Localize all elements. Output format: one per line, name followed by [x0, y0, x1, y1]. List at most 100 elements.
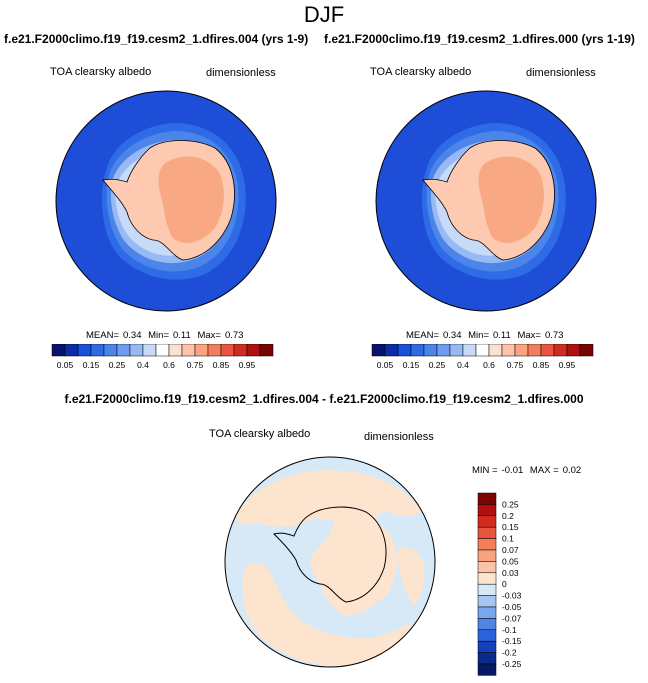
- panel-1-max-label: Max=: [197, 330, 221, 341]
- panel-1-variable-label: TOA clearsky albedo: [50, 66, 152, 78]
- difference-colorbar-swatch: [477, 606, 497, 619]
- panel-2-colorbar-swatch: [436, 344, 451, 357]
- difference-min-label: MIN =: [472, 465, 498, 476]
- panel-2-colorbar-tick-label: 0.05: [377, 360, 394, 370]
- panel-2-colorbar-tick-label: 0.4: [457, 360, 469, 370]
- panel-1-colorbar: 0.05 0.15 0.25 0.4 0.6 0.75 0.85 0.95: [51, 344, 274, 370]
- difference-colorbar-tick-label: -0.07: [502, 613, 522, 623]
- panel-1-ice-plateau: [158, 156, 224, 243]
- difference-range: MIN = -0.01 MAX = 0.02: [472, 465, 585, 476]
- panel-2-map-border: [375, 90, 597, 312]
- difference-colorbar: 0.250.20.150.10.070.050.030-0.03-0.05-0.…: [477, 492, 522, 676]
- difference-polar-map: [224, 456, 436, 668]
- panel-1-map-border: [55, 90, 277, 312]
- difference-colorbar-tick-label: 0: [502, 579, 507, 589]
- panel-1-colorbar-swatch: [246, 344, 261, 357]
- difference-colorbar-swatch: [477, 526, 497, 539]
- panel-2-mean-label: MEAN=: [406, 330, 439, 341]
- panel-1-max-value: 0.73: [224, 330, 244, 341]
- difference-colorbar-swatch: [477, 492, 497, 505]
- panel-2-stats: MEAN= 0.34 Min= 0.11 Max= 0.73: [406, 330, 567, 341]
- panel-2-colorbar-swatch: [540, 344, 555, 357]
- difference-colorbar-swatch: [477, 583, 497, 596]
- difference-max-label: MAX =: [529, 465, 559, 476]
- panel-2-colorbar-tick-label: 0.85: [533, 360, 550, 370]
- difference-colorbar-swatch: [477, 549, 497, 562]
- panel-1-units-label: dimensionless: [206, 67, 276, 79]
- difference-min-value: -0.01: [501, 465, 524, 476]
- panel-2-colorbar-swatch: [566, 344, 581, 357]
- difference-colorbar-tick-label: 0.1: [502, 534, 514, 544]
- panel-1-colorbar-tick-label: 0.75: [187, 360, 204, 370]
- panel-2-colorbar-swatch: [488, 344, 503, 357]
- difference-title: f.e21.F2000climo.f19_f19.cesm2_1.dfires.…: [64, 392, 584, 406]
- difference-coastline: [273, 506, 387, 603]
- panel-1-colorbar-swatch: [207, 344, 222, 357]
- panel-1-mean-label: MEAN=: [86, 330, 119, 341]
- difference-colorbar-swatch: [477, 515, 497, 528]
- panel-1-case-title: f.e21.F2000climo.f19_f19.cesm2_1.dfires.…: [4, 32, 309, 46]
- panel-1-colorbar-swatch: [220, 344, 235, 357]
- panel-2-colorbar: 0.05 0.15 0.25 0.4 0.6 0.75 0.85 0.95: [371, 344, 594, 370]
- panel-2-min-value: 0.11: [493, 330, 511, 341]
- panel-1-colorbar-swatch: [168, 344, 183, 357]
- panel-1-colorbar-swatch: [194, 344, 209, 357]
- panel-1-colorbar-swatch: [77, 344, 92, 357]
- panel-1-colorbar-swatch: [103, 344, 118, 357]
- difference-colorbar-swatch: [477, 595, 497, 608]
- panel-1-colorbar-tick-label: 0.85: [213, 360, 230, 370]
- panel-2-colorbar-tick-label: 0.6: [483, 360, 495, 370]
- panel-2-colorbar-swatch: [449, 344, 464, 357]
- panel-2-colorbar-swatch: [475, 344, 490, 357]
- panel-2-case-title: f.e21.F2000climo.f19_f19.cesm2_1.dfires.…: [324, 32, 635, 46]
- panel-2-variable-label: TOA clearsky albedo: [370, 66, 472, 78]
- difference-colorbar-tick-label: 0.05: [502, 556, 519, 566]
- difference-map-border: [224, 456, 436, 668]
- panel-1-colorbar-tick-label: 0.4: [137, 360, 149, 370]
- difference-colorbar-tick-label: -0.15: [502, 636, 522, 646]
- difference-colorbar-tick-label: 0.2: [502, 511, 514, 521]
- panel-2-colorbar-tick-label: 0.25: [429, 360, 446, 370]
- panel-2-colorbar-swatch: [501, 344, 516, 357]
- panel-1-colorbar-tick-label: 0.05: [57, 360, 74, 370]
- difference-colorbar-swatch: [477, 629, 497, 642]
- panel-1-colorbar-swatch: [155, 344, 170, 357]
- difference-positive-south: [242, 562, 412, 667]
- difference-positive-east-edge: [397, 547, 425, 606]
- panel-1-polar-map: [55, 90, 277, 312]
- difference-colorbar-tick-label: 0.25: [502, 499, 519, 509]
- panel-2-polar-map: [375, 90, 597, 312]
- panel-1-colorbar-swatch: [51, 344, 66, 357]
- difference-colorbar-tick-label: 0.07: [502, 545, 519, 555]
- difference-colorbar-tick-label: -0.1: [502, 625, 517, 635]
- difference-max-value: 0.02: [562, 465, 582, 476]
- panel-2-colorbar-swatch: [462, 344, 477, 357]
- panel-2-colorbar-swatch: [579, 344, 594, 357]
- panel-2-colorbar-swatch: [553, 344, 568, 357]
- panel-1-colorbar-tick-label: 0.95: [239, 360, 256, 370]
- difference-colorbar-swatch: [477, 504, 497, 517]
- panel-2-colorbar-swatch: [371, 344, 386, 357]
- figure-title: DJF: [303, 2, 345, 27]
- panel-2-colorbar-tick-label: 0.95: [559, 360, 576, 370]
- panel-1-min-label: Min=: [148, 330, 169, 341]
- panel-1-colorbar-swatch: [259, 344, 274, 357]
- panel-2-colorbar-tick-label: 0.75: [507, 360, 524, 370]
- panel-2-colorbar-swatch: [397, 344, 412, 357]
- panel-1-colorbar-swatch: [64, 344, 79, 357]
- difference-positive-east: [310, 512, 397, 616]
- difference-colorbar-tick-label: -0.05: [502, 602, 522, 612]
- panel-2-colorbar-swatch: [514, 344, 529, 357]
- difference-colorbar-swatch: [477, 572, 497, 585]
- difference-units-label: dimensionless: [364, 431, 434, 443]
- panel-2-max-label: Max=: [517, 330, 541, 341]
- panel-1-colorbar-tick-label: 0.6: [163, 360, 175, 370]
- panel-2-min-label: Min=: [468, 330, 489, 341]
- panel-2-colorbar-swatch: [423, 344, 438, 357]
- difference-colorbar-swatch: [477, 640, 497, 653]
- panel-1-colorbar-swatch: [142, 344, 157, 357]
- difference-colorbar-swatch: [477, 561, 497, 574]
- difference-colorbar-tick-label: 0.15: [502, 522, 519, 532]
- panel-2-colorbar-tick-label: 0.15: [403, 360, 420, 370]
- panel-2-units-label: dimensionless: [526, 67, 596, 79]
